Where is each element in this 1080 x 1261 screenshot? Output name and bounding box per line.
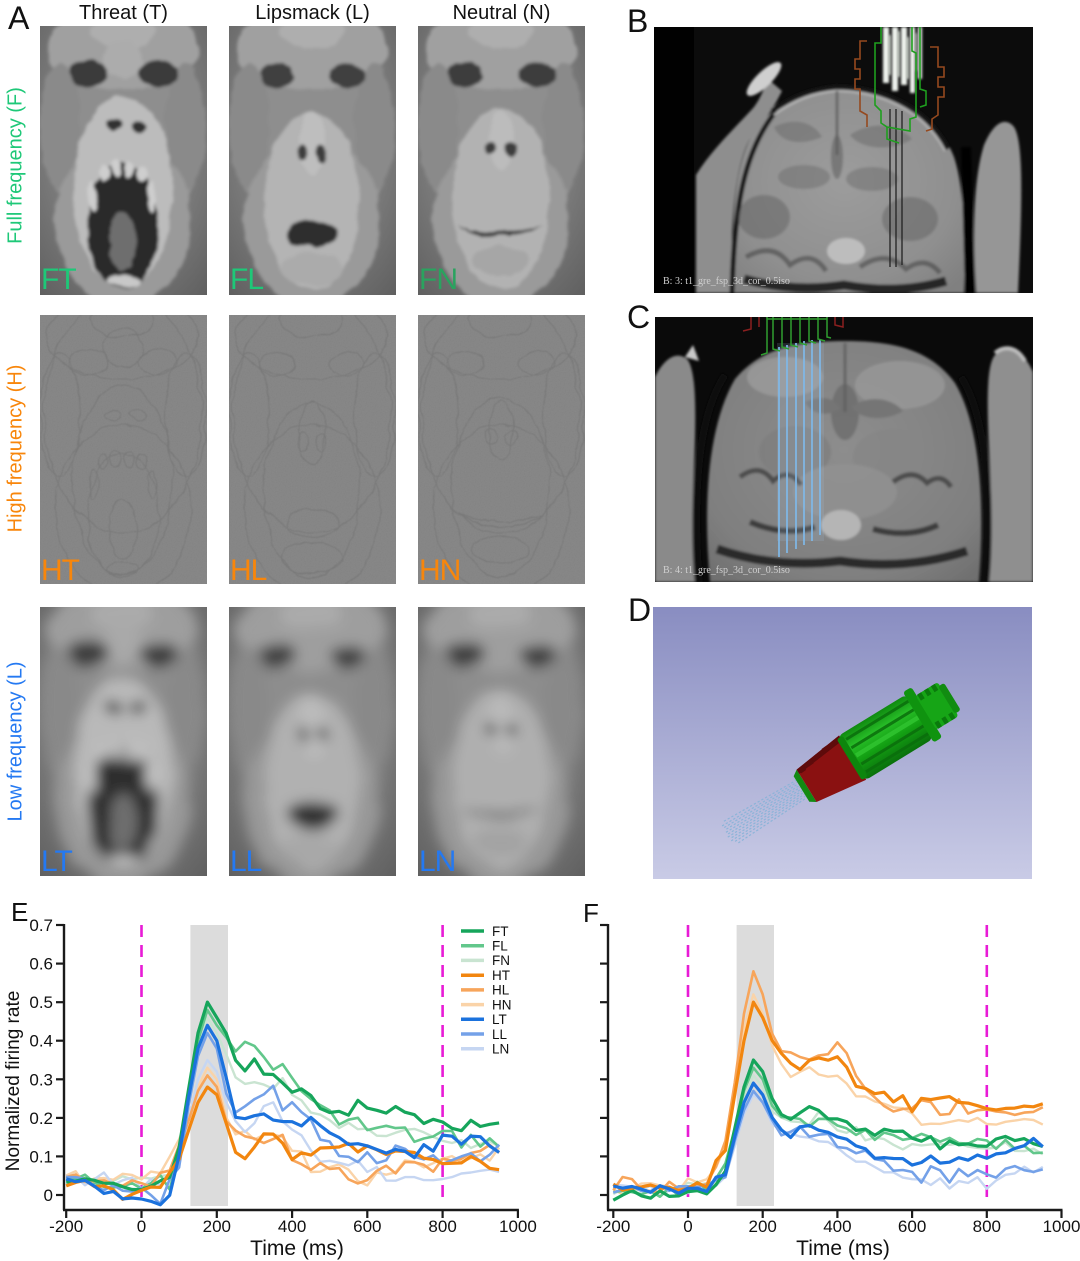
svg-text:0.1: 0.1 xyxy=(29,1147,53,1166)
svg-text:200: 200 xyxy=(749,1217,777,1236)
svg-text:1000: 1000 xyxy=(499,1217,537,1236)
svg-text:FN: FN xyxy=(492,953,510,968)
svg-text:Time (ms): Time (ms) xyxy=(796,1237,890,1260)
svg-text:0.3: 0.3 xyxy=(29,1070,53,1089)
svg-text:FT: FT xyxy=(492,924,509,939)
svg-text:800: 800 xyxy=(428,1217,456,1236)
svg-text:0: 0 xyxy=(137,1217,146,1236)
svg-text:0.4: 0.4 xyxy=(29,1032,53,1051)
svg-text:LL: LL xyxy=(492,1027,508,1042)
svg-text:1000: 1000 xyxy=(1043,1217,1080,1236)
svg-text:0: 0 xyxy=(44,1186,53,1205)
svg-text:400: 400 xyxy=(278,1217,306,1236)
svg-text:0.6: 0.6 xyxy=(29,955,53,974)
svg-text:HL: HL xyxy=(492,983,510,998)
svg-text:LN: LN xyxy=(492,1042,509,1057)
svg-text:LT: LT xyxy=(492,1012,507,1027)
svg-text:600: 600 xyxy=(353,1217,381,1236)
svg-text:200: 200 xyxy=(203,1217,231,1236)
svg-text:Normalized firing rate: Normalized firing rate xyxy=(3,991,24,1172)
svg-text:0.7: 0.7 xyxy=(29,916,53,935)
svg-text:0.5: 0.5 xyxy=(29,993,53,1012)
svg-text:HT: HT xyxy=(492,968,510,983)
svg-text:FL: FL xyxy=(492,939,508,954)
svg-text:-200: -200 xyxy=(49,1217,83,1236)
svg-text:-200: -200 xyxy=(596,1217,630,1236)
svg-text:Time (ms): Time (ms) xyxy=(250,1237,344,1260)
svg-text:0: 0 xyxy=(683,1217,692,1236)
svg-text:600: 600 xyxy=(898,1217,926,1236)
svg-text:HN: HN xyxy=(492,997,512,1012)
svg-text:800: 800 xyxy=(973,1217,1001,1236)
svg-text:0.2: 0.2 xyxy=(29,1109,53,1128)
svg-text:400: 400 xyxy=(823,1217,851,1236)
